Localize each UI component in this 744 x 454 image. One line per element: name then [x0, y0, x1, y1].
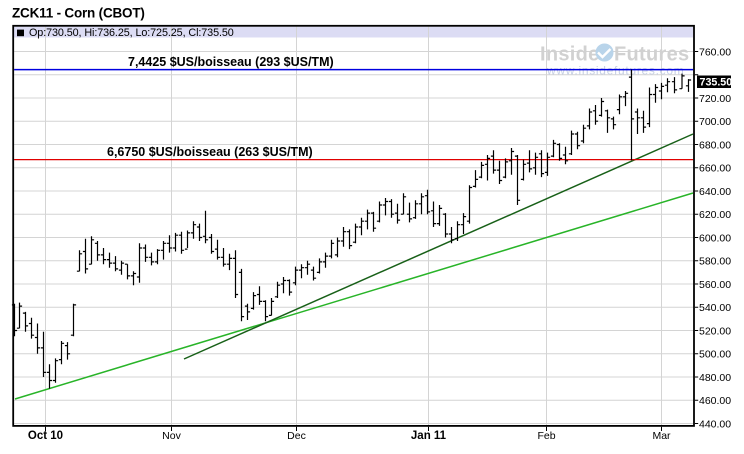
svg-text:560.00: 560.00: [699, 279, 731, 291]
svg-text:Dec: Dec: [287, 430, 306, 442]
svg-text:www.insidefutures.com: www.insidefutures.com: [546, 64, 684, 78]
svg-text:6,6750 $US/boisseau (263 $US/T: 6,6750 $US/boisseau (263 $US/TM): [107, 145, 313, 159]
svg-text:Feb: Feb: [537, 430, 555, 442]
svg-text:Mar: Mar: [652, 430, 671, 442]
svg-text:7,4425 $US/boisseau (293 $US/T: 7,4425 $US/boisseau (293 $US/TM): [128, 55, 334, 69]
svg-text:540.00: 540.00: [699, 302, 731, 314]
svg-text:Nov: Nov: [162, 430, 181, 442]
svg-text:735.50: 735.50: [700, 77, 733, 89]
svg-text:480.00: 480.00: [699, 372, 731, 384]
svg-text:440.00: 440.00: [699, 418, 731, 430]
svg-text:Oct 10: Oct 10: [28, 430, 63, 442]
svg-text:620.00: 620.00: [699, 209, 731, 221]
svg-text:640.00: 640.00: [699, 186, 731, 198]
svg-text:700.00: 700.00: [699, 116, 731, 128]
svg-text:Inside: Inside: [540, 44, 600, 66]
svg-text:600.00: 600.00: [699, 232, 731, 244]
svg-text:680.00: 680.00: [699, 139, 731, 151]
svg-text:660.00: 660.00: [699, 163, 731, 175]
svg-text:Futures: Futures: [614, 44, 689, 66]
svg-text:Op:730.50, Hi:736.25, Lo:725.2: Op:730.50, Hi:736.25, Lo:725.25, Cl:735.…: [29, 27, 234, 39]
svg-text:460.00: 460.00: [699, 395, 731, 407]
svg-text:520.00: 520.00: [699, 325, 731, 337]
svg-text:720.00: 720.00: [699, 93, 731, 105]
svg-text:Jan 11: Jan 11: [411, 430, 447, 442]
svg-text:500.00: 500.00: [699, 349, 731, 361]
svg-text:760.00: 760.00: [699, 46, 731, 58]
svg-text:ZCK11 - Corn (CBOT): ZCK11 - Corn (CBOT): [12, 6, 145, 21]
svg-text:580.00: 580.00: [699, 256, 731, 268]
